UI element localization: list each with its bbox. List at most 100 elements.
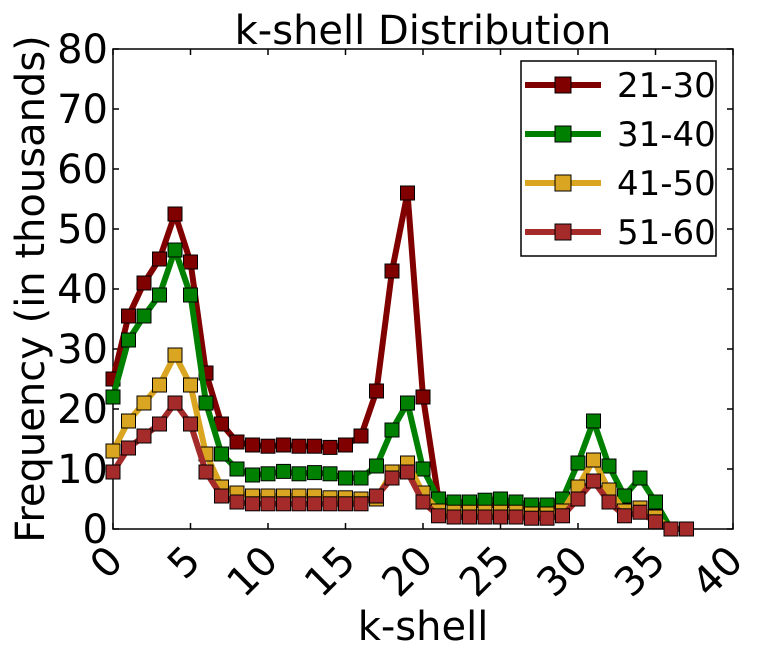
- data-point: [276, 437, 291, 453]
- data-point: [601, 494, 617, 510]
- x-tick-label: 5: [159, 538, 210, 589]
- x-tick-label: 30: [529, 538, 598, 607]
- y-axis-title: Frequency (in thousands): [8, 35, 54, 543]
- data-point: [167, 206, 183, 222]
- data-point: [353, 496, 369, 512]
- data-point: [493, 491, 508, 507]
- data-point: [245, 496, 260, 512]
- data-point: [152, 377, 167, 393]
- y-tick-label: 50: [57, 207, 108, 253]
- data-point: [555, 508, 570, 524]
- data-point: [167, 347, 183, 363]
- data-point: [276, 463, 291, 479]
- data-point: [338, 437, 353, 453]
- legend-marker: [554, 76, 572, 94]
- data-point: [384, 422, 400, 438]
- legend-label: 41-50: [617, 164, 716, 204]
- x-tick-label: 40: [684, 538, 753, 607]
- legend-label: 31-40: [617, 115, 716, 155]
- data-point: [183, 377, 198, 393]
- data-point: [245, 467, 260, 483]
- data-point: [291, 438, 307, 454]
- data-point: [601, 458, 617, 474]
- data-point: [648, 494, 663, 510]
- data-point: [260, 496, 276, 512]
- data-point: [183, 416, 198, 432]
- data-point: [617, 508, 632, 524]
- data-point: [183, 287, 198, 303]
- data-point: [198, 464, 214, 480]
- data-point: [307, 438, 322, 454]
- x-axis-title: k-shell: [358, 604, 489, 650]
- legend: 21-30 31-40 41-50 51-60: [520, 60, 717, 257]
- data-point: [663, 521, 679, 537]
- y-axis-ticks: 0 10 20 30 40 50 60 70 80: [57, 27, 733, 553]
- data-point: [245, 437, 260, 453]
- data-point: [384, 263, 400, 279]
- y-tick-label: 80: [57, 27, 108, 73]
- legend-item: 21-30: [525, 66, 716, 106]
- data-point: [369, 488, 384, 504]
- x-tick-label: 25: [451, 538, 520, 607]
- data-point: [136, 308, 152, 324]
- data-point: [384, 470, 400, 486]
- data-point: [121, 440, 136, 456]
- data-point: [369, 458, 384, 474]
- legend-marker: [554, 174, 572, 192]
- data-point: [400, 185, 415, 201]
- legend-item: 41-50: [525, 164, 716, 204]
- data-point: [105, 389, 121, 405]
- data-point: [152, 287, 167, 303]
- data-point: [214, 446, 229, 462]
- data-point: [493, 509, 508, 525]
- data-point: [524, 510, 539, 526]
- x-tick-label: 35: [606, 538, 675, 607]
- data-point: [431, 508, 446, 524]
- series-31-40: [105, 242, 694, 537]
- data-point: [291, 466, 307, 482]
- series-group: [105, 185, 694, 537]
- data-point: [105, 464, 121, 480]
- data-point: [307, 465, 322, 481]
- legend-item: 31-40: [525, 115, 716, 155]
- data-point: [136, 428, 152, 444]
- data-point: [570, 455, 586, 471]
- data-point: [291, 496, 307, 512]
- data-point: [198, 395, 214, 411]
- data-point: [152, 251, 167, 267]
- data-point: [648, 514, 663, 530]
- data-point: [415, 461, 431, 477]
- data-point: [508, 509, 524, 525]
- data-point: [586, 452, 601, 468]
- data-point: [121, 413, 136, 429]
- data-point: [167, 242, 183, 258]
- data-point: [679, 521, 694, 537]
- data-point: [617, 488, 632, 504]
- data-point: [338, 496, 353, 512]
- legend-item: 51-60: [525, 213, 716, 253]
- data-point: [338, 470, 353, 486]
- data-point: [229, 494, 245, 510]
- data-point: [322, 496, 338, 512]
- data-point: [307, 496, 322, 512]
- data-point: [570, 491, 586, 507]
- data-point: [446, 509, 462, 525]
- data-point: [353, 470, 369, 486]
- data-point: [477, 509, 493, 525]
- y-tick-label: 0: [83, 507, 108, 553]
- x-tick-label: 15: [296, 538, 365, 607]
- y-tick-label: 30: [57, 327, 108, 373]
- data-point: [260, 466, 276, 482]
- legend-box: [520, 60, 717, 257]
- data-point: [415, 494, 431, 510]
- legend-marker: [554, 223, 572, 241]
- data-point: [353, 428, 369, 444]
- data-point: [183, 254, 198, 270]
- data-point: [136, 275, 152, 291]
- series-51-60: [105, 395, 694, 537]
- data-point: [214, 488, 229, 504]
- data-point: [121, 308, 136, 324]
- x-tick-label: 20: [374, 538, 443, 607]
- data-point: [632, 470, 648, 486]
